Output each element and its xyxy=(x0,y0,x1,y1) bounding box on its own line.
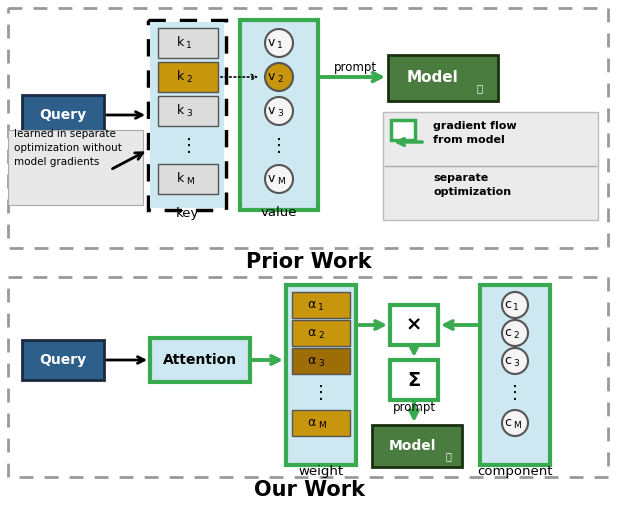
Circle shape xyxy=(265,165,293,193)
Text: α: α xyxy=(308,417,316,430)
FancyBboxPatch shape xyxy=(388,55,498,101)
Circle shape xyxy=(265,29,293,57)
Text: Query: Query xyxy=(40,353,87,367)
Text: 1: 1 xyxy=(186,42,192,50)
FancyBboxPatch shape xyxy=(383,112,598,220)
Text: α: α xyxy=(308,355,316,368)
Text: gradient flow: gradient flow xyxy=(433,121,517,131)
Text: from model: from model xyxy=(433,135,505,145)
FancyBboxPatch shape xyxy=(22,340,104,380)
FancyBboxPatch shape xyxy=(158,28,218,58)
Text: Σ: Σ xyxy=(407,370,421,389)
Text: 3: 3 xyxy=(277,110,283,119)
Circle shape xyxy=(502,320,528,346)
Text: 2: 2 xyxy=(318,332,324,341)
Text: α: α xyxy=(308,327,316,340)
Text: prompt: prompt xyxy=(392,401,436,414)
FancyBboxPatch shape xyxy=(372,425,462,467)
FancyBboxPatch shape xyxy=(292,292,350,318)
Text: prompt: prompt xyxy=(334,61,376,74)
Circle shape xyxy=(502,292,528,318)
Text: 3: 3 xyxy=(318,359,324,369)
Text: Query: Query xyxy=(40,108,87,122)
Text: k: k xyxy=(177,105,184,118)
FancyBboxPatch shape xyxy=(158,62,218,92)
Text: α: α xyxy=(308,298,316,311)
FancyBboxPatch shape xyxy=(240,20,318,210)
Text: ⋮: ⋮ xyxy=(506,384,524,402)
Text: key: key xyxy=(176,206,199,219)
Text: c: c xyxy=(504,298,511,311)
Text: v: v xyxy=(268,71,275,84)
Text: v: v xyxy=(268,173,275,186)
Text: 1: 1 xyxy=(277,42,283,50)
Circle shape xyxy=(502,410,528,436)
Circle shape xyxy=(265,97,293,125)
Text: Our Work: Our Work xyxy=(253,480,365,500)
Text: separate: separate xyxy=(433,173,488,183)
FancyBboxPatch shape xyxy=(150,338,250,382)
Text: 1: 1 xyxy=(513,304,519,313)
Text: c: c xyxy=(504,417,511,430)
Text: optimization: optimization xyxy=(433,187,511,197)
Text: ⋮: ⋮ xyxy=(180,137,198,155)
Text: ×: × xyxy=(406,316,422,334)
Text: 1: 1 xyxy=(318,304,324,313)
Text: 2: 2 xyxy=(277,75,282,84)
Circle shape xyxy=(265,63,293,91)
Circle shape xyxy=(502,348,528,374)
FancyBboxPatch shape xyxy=(480,285,550,465)
Text: 3: 3 xyxy=(513,359,519,369)
Text: 3: 3 xyxy=(186,110,192,119)
Text: 🔒: 🔒 xyxy=(445,451,451,461)
FancyBboxPatch shape xyxy=(390,305,438,345)
FancyBboxPatch shape xyxy=(150,22,224,208)
Text: Prior Work: Prior Work xyxy=(246,252,372,272)
Text: 🔒: 🔒 xyxy=(477,83,483,93)
Text: k: k xyxy=(177,173,184,186)
Text: M: M xyxy=(186,177,194,187)
FancyBboxPatch shape xyxy=(391,120,415,140)
Text: 2: 2 xyxy=(513,332,519,341)
FancyBboxPatch shape xyxy=(292,348,350,374)
Text: c: c xyxy=(504,355,511,368)
FancyBboxPatch shape xyxy=(286,285,356,465)
Text: M: M xyxy=(513,422,521,431)
Text: k: k xyxy=(177,71,184,84)
Text: ⋮: ⋮ xyxy=(312,384,330,402)
FancyBboxPatch shape xyxy=(158,164,218,194)
Text: Model: Model xyxy=(407,71,459,85)
Text: M: M xyxy=(318,422,326,431)
Text: v: v xyxy=(268,105,275,118)
Text: v: v xyxy=(268,36,275,49)
Text: k: k xyxy=(177,36,184,49)
Text: Model: Model xyxy=(388,439,436,453)
Text: value: value xyxy=(261,206,297,219)
Text: component: component xyxy=(477,465,552,478)
FancyBboxPatch shape xyxy=(22,95,104,135)
FancyBboxPatch shape xyxy=(292,410,350,436)
Text: 2: 2 xyxy=(186,75,192,84)
FancyBboxPatch shape xyxy=(158,96,218,126)
Text: weight: weight xyxy=(298,465,344,478)
FancyBboxPatch shape xyxy=(390,360,438,400)
FancyBboxPatch shape xyxy=(8,130,143,205)
Text: Attention: Attention xyxy=(163,353,237,367)
Text: ⋮: ⋮ xyxy=(270,137,288,155)
Text: c: c xyxy=(504,327,511,340)
FancyBboxPatch shape xyxy=(292,320,350,346)
Text: learned in separate
optimization without
model gradients: learned in separate optimization without… xyxy=(14,129,122,167)
Text: M: M xyxy=(277,177,285,187)
